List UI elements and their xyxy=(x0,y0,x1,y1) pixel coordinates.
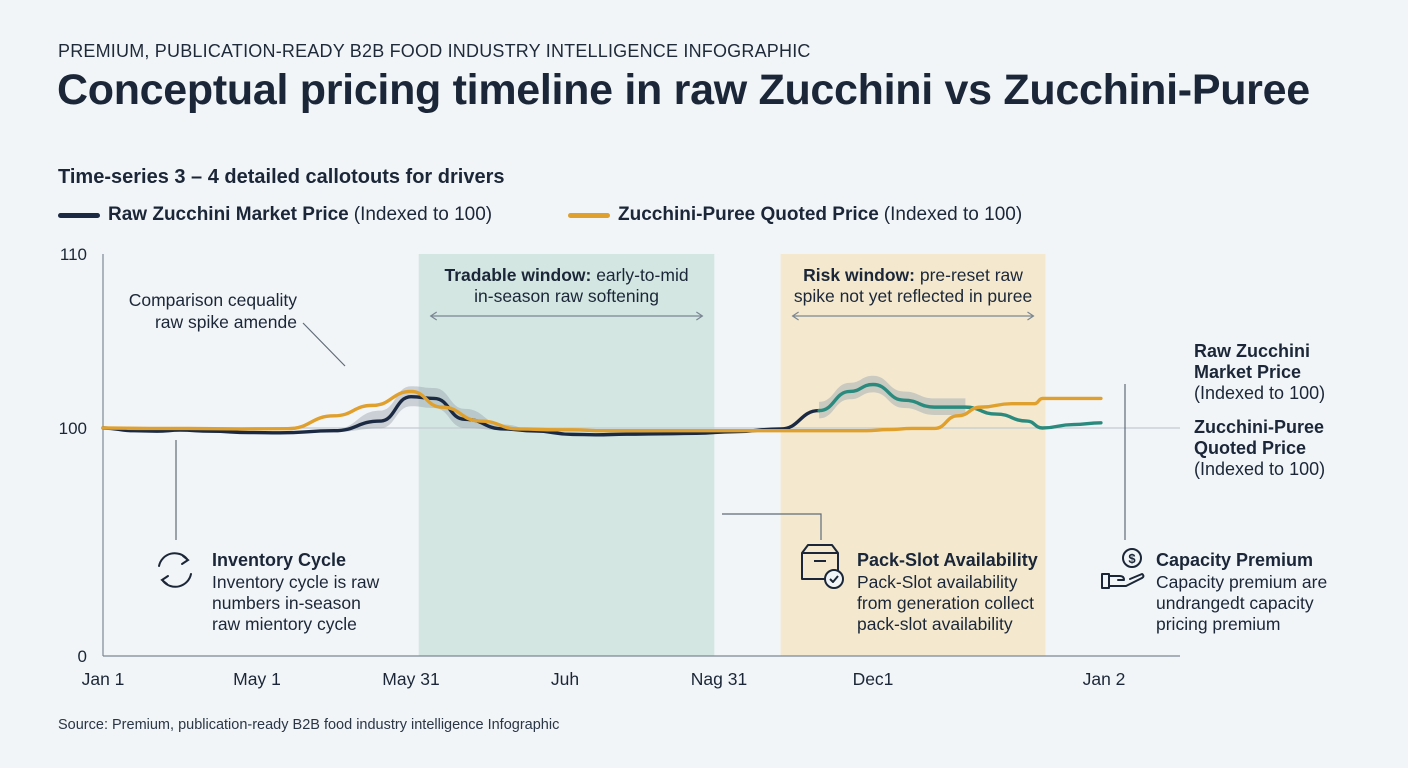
x-tick-label-2: May 31 xyxy=(382,669,439,689)
right-label-line1-1: Zucchini-Puree xyxy=(1194,417,1324,437)
shaded-window-0 xyxy=(418,254,715,656)
annotation-line1: Comparison cequality xyxy=(129,290,298,310)
hand-cuff xyxy=(1101,573,1110,589)
callout-leader-1 xyxy=(722,513,822,540)
window-arrowhead-left-0 xyxy=(429,311,438,321)
box-check-icon xyxy=(801,544,844,589)
legend-label-raw: Raw Zucchini Market Price xyxy=(108,204,349,225)
right-label-line3-0: (Indexed to 100) xyxy=(1194,383,1325,403)
right-label-line2-1: Quoted Price xyxy=(1194,438,1306,458)
kicker: PREMIUM, PUBLICATION-READY B2B FOOD INDU… xyxy=(58,41,811,61)
legend-item-puree: Zucchini-Puree Quoted Price (Indexed to … xyxy=(568,204,1022,226)
window-label-text-0: early-to-mid xyxy=(591,265,688,285)
legend-note-puree: (Indexed to 100) xyxy=(883,204,1023,225)
window-label-text-1: pre-reset raw xyxy=(915,265,1023,285)
window-label-1: Risk window: pre-reset raw xyxy=(803,265,1023,285)
x-tick-label-1: May 1 xyxy=(233,669,281,689)
callout-text-1-2: pack-slot availability xyxy=(857,614,1013,634)
right-label-line3-1: (Indexed to 100) xyxy=(1194,459,1325,479)
y-tick-label-2: 110 xyxy=(60,245,87,264)
callout-title-0: Inventory Cycle xyxy=(212,550,346,570)
window-label-bold-1: Risk window: xyxy=(803,265,915,285)
y-tick-label-1: 100 xyxy=(59,419,87,438)
callout-text-2-2: pricing premium xyxy=(1156,614,1280,634)
x-tick-label-5: Dec1 xyxy=(853,669,894,689)
coin-circle xyxy=(1122,548,1142,568)
chart-subtitle: Time-series 3 – 4 detailed callotouts fo… xyxy=(58,166,505,188)
callout-title-1: Pack-Slot Availability xyxy=(857,550,1038,570)
check-mark xyxy=(829,575,839,583)
series-line-raw-teal xyxy=(817,382,1103,430)
right-label-line1-0: Raw Zucchini xyxy=(1194,341,1310,361)
check-circle xyxy=(824,569,844,589)
legend-swatch-puree xyxy=(568,212,610,218)
callout-text-1-1: from generation collect xyxy=(857,593,1034,613)
callout-text-2-0: Capacity premium are xyxy=(1156,572,1327,592)
x-tick-label-6: Jan 2 xyxy=(1083,669,1126,689)
legend-label-puree: Zucchini-Puree Quoted Price xyxy=(618,204,879,225)
right-label-line2-0: Market Price xyxy=(1194,362,1301,382)
x-tick-label-0: Jan 1 xyxy=(82,669,125,689)
shaded-window-1 xyxy=(780,254,1046,656)
hand-palm xyxy=(1108,573,1145,587)
callout-text-2-1: undrangedt capacity xyxy=(1156,593,1314,613)
y-tick-label-0: 0 xyxy=(78,647,87,666)
legend-note-raw: (Indexed to 100) xyxy=(353,204,493,225)
window-label-line2-1: spike not yet reflected in puree xyxy=(794,286,1032,306)
window-arrowhead-right-0 xyxy=(696,311,704,321)
cycle-arrows-icon xyxy=(158,552,192,588)
callout-text-0-1: numbers in-season xyxy=(212,593,361,613)
callout-text-0-2: raw mientory cycle xyxy=(212,614,357,634)
cycle-arrowhead-top xyxy=(181,555,190,565)
x-tick-label-4: Nag 31 xyxy=(691,669,747,689)
window-label-line2-0: in-season raw softening xyxy=(474,286,659,306)
window-arrowhead-left-1 xyxy=(791,311,799,321)
cycle-arrowhead-bottom xyxy=(160,575,169,585)
coin-dollar-sign: $ xyxy=(1128,551,1136,566)
window-label-bold-0: Tradable window: xyxy=(445,265,592,285)
annotation-line2: raw spike amende xyxy=(155,312,297,332)
callout-text-1-0: Pack-Slot availability xyxy=(857,572,1018,592)
legend-item-raw: Raw Zucchini Market Price (Indexed to 10… xyxy=(58,204,492,226)
hand-coin-icon: $ xyxy=(1101,548,1145,589)
x-tick-label-3: Juh xyxy=(551,669,579,689)
legend-swatch-raw xyxy=(58,212,100,218)
window-label-0: Tradable window: early-to-mid xyxy=(445,265,689,285)
callout-text-0-0: Inventory cycle is raw xyxy=(212,572,380,592)
source-note: Source: Premium, publication-ready B2B f… xyxy=(58,717,560,733)
annotation-leader xyxy=(302,322,346,367)
window-arrowhead-right-1 xyxy=(1027,311,1035,321)
page-title: Conceptual pricing timeline in raw Zucch… xyxy=(57,66,1310,114)
series-line-puree xyxy=(101,389,1103,433)
callout-title-2: Capacity Premium xyxy=(1156,550,1313,570)
